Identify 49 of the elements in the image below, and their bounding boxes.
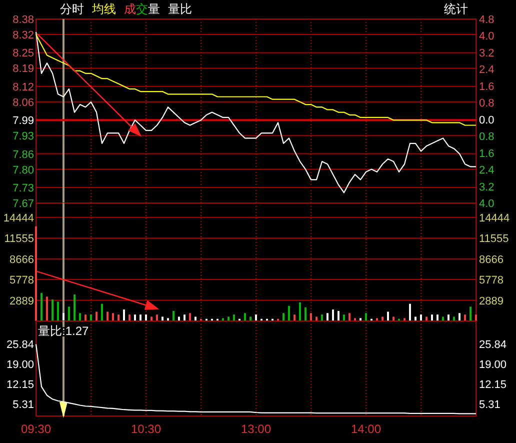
y2-tick-label: 1.6 (479, 148, 494, 160)
y2-tick-label: 3.2 (479, 181, 494, 194)
y2-tick-label: 2.4 (479, 64, 494, 76)
y-tick-label: 5.31 (12, 398, 34, 411)
x-tick-label: 13:00 (240, 422, 272, 436)
y-tick-label: 19.00 (6, 358, 34, 371)
y-tick-label: 5778 (10, 274, 34, 287)
x-tick-label: 14:00 (350, 422, 382, 436)
y-tick-label: 8.25 (12, 48, 34, 60)
y-tick-label: 8.06 (12, 96, 34, 109)
y2-tick-label: 2889 (479, 295, 504, 308)
line-series (35, 34, 477, 126)
y2-tick-label: 14444 (479, 212, 510, 224)
y-tick-label: 11555 (4, 233, 34, 246)
y2-tick-label: 4.8 (479, 14, 494, 26)
y2-tick-label: 12.15 (479, 378, 507, 391)
y2-tick-label: 4.0 (479, 30, 494, 43)
y2-tick-label: 25.84 (479, 339, 507, 352)
y-tick-label: 8.38 (12, 14, 34, 26)
y2-tick-label: 0.8 (479, 131, 494, 144)
y-tick-label: 12.15 (6, 378, 34, 391)
y2-tick-label: 3.2 (479, 47, 494, 60)
y-tick-label: 7.73 (12, 182, 34, 194)
x-tick-label: 09:30 (20, 422, 52, 436)
y-tick-label: 8.19 (12, 63, 34, 76)
y2-tick-label: 1.6 (479, 80, 494, 93)
y-tick-label: 8666 (10, 254, 34, 266)
text: 统计 (444, 2, 468, 16)
y2-tick-label: 0.0 (479, 114, 494, 126)
y-tick-label: 7.67 (12, 198, 34, 210)
y-tick-label: 8.32 (12, 30, 34, 42)
y-tick-label: 14444 (3, 212, 34, 224)
y2-tick-label: 2.4 (479, 164, 494, 177)
y2-tick-label: 11555 (479, 233, 509, 246)
y2-tick-label: 5778 (479, 274, 504, 287)
y-tick-label: 7.93 (12, 130, 34, 143)
y-tick-label: 7.80 (12, 164, 34, 176)
y2-tick-label: 19.00 (479, 358, 507, 371)
header: 分时 均线 成交量 量比 (60, 2, 192, 16)
y2-tick-label: 8666 (479, 254, 504, 266)
y-tick-label: 25.84 (6, 339, 34, 352)
y2-tick-label: 5.31 (479, 398, 500, 411)
y2-tick-label: 4.0 (479, 198, 494, 210)
y2-tick-label: 0.8 (479, 98, 494, 110)
y-tick-label: 7.86 (12, 148, 34, 161)
y-tick-label: 2889 (10, 295, 34, 308)
x-tick-label: 10:30 (130, 422, 162, 436)
y-tick-label: 7.99 (12, 115, 34, 128)
y-tick-label: 8.12 (12, 81, 34, 94)
